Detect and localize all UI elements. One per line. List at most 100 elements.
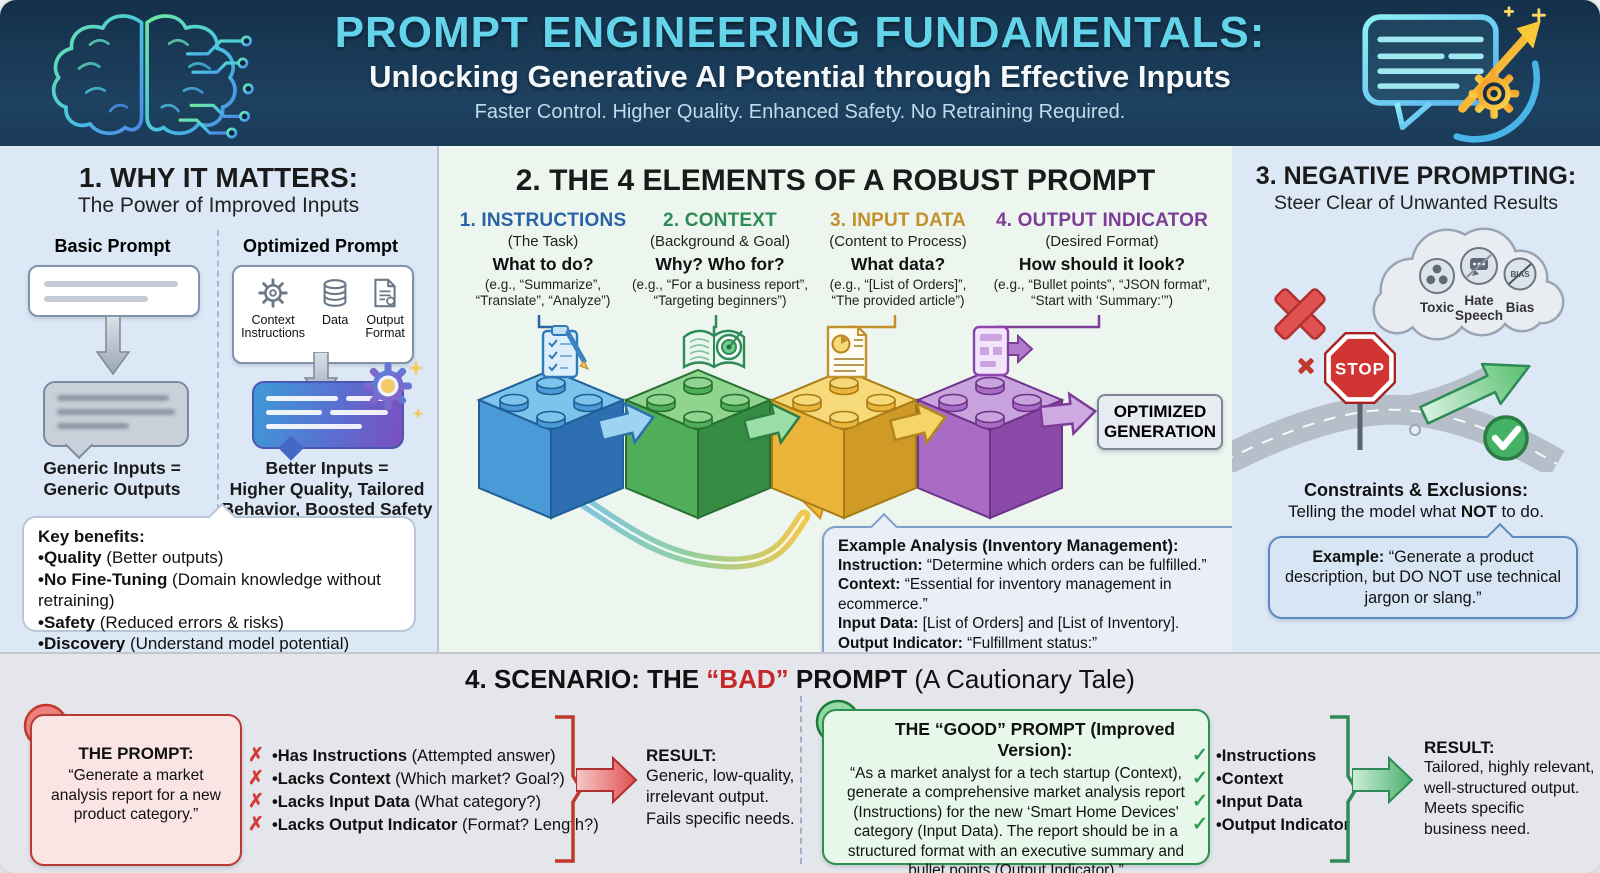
cross-icon: ✗ bbox=[248, 745, 264, 766]
basic-prompt-label: Basic Prompt bbox=[54, 236, 171, 256]
cross-icon: ✗ bbox=[248, 768, 264, 789]
hate-label: Hate bbox=[1464, 293, 1494, 308]
bias-icon: BIAS bbox=[1503, 257, 1537, 291]
chat-gear-growth-icon bbox=[1362, 6, 1546, 143]
document-chart-icon bbox=[826, 325, 868, 379]
bad-check-item: ✗ •Lacks Input Data (What category?) bbox=[248, 791, 541, 812]
example-analysis-box: Example Analysis (Inventory Management):… bbox=[822, 512, 1246, 665]
generic-output-bubble bbox=[43, 381, 189, 460]
why-divider bbox=[217, 230, 219, 510]
cross-icon: ✗ bbox=[248, 791, 264, 812]
benefit-item: •No Fine-Tuning (Domain knowledge withou… bbox=[38, 569, 381, 611]
section-scenario: 4. SCENARIO: THE “BAD” PROMPT (A Caution… bbox=[0, 652, 1600, 873]
good-checklist: ✓ •Instructions ✓ •Context ✓ •Input Data ✓ •… bbox=[1192, 744, 1350, 836]
good-check-item: ✓ •Instructions bbox=[1192, 745, 1317, 766]
section-why-it-matters: 1. WHY IT MATTERS: The Power of Improved… bbox=[0, 146, 439, 653]
good-result: RESULT: Tailored, highly relevant, well-… bbox=[1424, 738, 1595, 838]
benefit-item: •Quality (Better outputs) bbox=[38, 548, 224, 568]
bias-label: Bias bbox=[1506, 300, 1535, 315]
generic-caption: Generic Inputs = Generic Outputs bbox=[43, 458, 181, 499]
red-x-icon bbox=[1274, 288, 1326, 340]
svg-text:STOP: STOP bbox=[1335, 360, 1385, 379]
good-check-item: ✓ •Output Indicator bbox=[1192, 814, 1351, 835]
good-check-item: ✓ •Input Data bbox=[1192, 791, 1303, 812]
scenario-heading: 4. SCENARIO: THE “BAD” PROMPT (A Caution… bbox=[465, 664, 1135, 694]
header-banner: PROMPT ENGINEERING FUNDAMENTALS: Unlocki… bbox=[0, 0, 1600, 149]
small-x-icon bbox=[1298, 358, 1314, 374]
svg-text:Speech: Speech bbox=[1455, 308, 1503, 323]
better-caption: Better Inputs = Higher Quality, Tailored… bbox=[221, 458, 433, 520]
scenario-divider bbox=[800, 696, 802, 864]
negative-prompting-illustration: BIAS Toxic Hate Speech Bias bbox=[1232, 227, 1565, 472]
bad-result: RESULT: Generic, low-quality, irrelevant… bbox=[646, 746, 795, 828]
context-block bbox=[626, 370, 770, 518]
check-icon: ✓ bbox=[1192, 745, 1208, 766]
constraints-subtitle: Telling the model what NOT to do. bbox=[1287, 502, 1545, 521]
basic-prompt-card bbox=[28, 265, 200, 317]
structured-output-icon bbox=[972, 325, 1034, 377]
checklist-pencil-icon bbox=[541, 325, 590, 379]
bad-check-item: ✗ •Lacks Context (Which market? Goal?) bbox=[248, 768, 565, 789]
bad-checklist: ✗ •Has Instructions (Attempted answer) ✗ •… bbox=[248, 744, 599, 836]
lego-blocks-illustration bbox=[479, 315, 1101, 570]
good-check-item: ✓ •Context bbox=[1192, 768, 1284, 789]
component-label: Context Instructions bbox=[241, 313, 305, 341]
book-target-icon bbox=[682, 329, 746, 370]
example-row: Instruction: “Determine which orders can… bbox=[838, 557, 1207, 574]
optimized-generation-box: OPTIMIZED GENERATION bbox=[1097, 394, 1223, 450]
output-indicator-block bbox=[918, 370, 1062, 518]
element-output-indicator: 4. OUTPUT INDICATOR (Desired Format) How… bbox=[993, 210, 1211, 309]
element-instructions: 1. INSTRUCTIONS (The Task) What to do? (… bbox=[459, 210, 627, 309]
good-prompt-box: THE “GOOD” PROMPT (Improved Version): “A… bbox=[822, 709, 1210, 873]
optimized-prompt-label: Optimized Prompt bbox=[242, 236, 398, 256]
hate-speech-icon bbox=[1460, 247, 1498, 285]
check-icon: ✓ bbox=[1192, 768, 1208, 789]
negative-heading: 3. NEGATIVE PROMPTING: bbox=[1255, 162, 1577, 190]
why-subheading: The Power of Improved Inputs bbox=[77, 194, 360, 217]
key-benefits-box: Key benefits: •Quality (Better outputs) … bbox=[22, 502, 416, 653]
green-path-arrow-icon bbox=[1419, 362, 1531, 425]
benefit-item: •Safety (Reduced errors & risks) bbox=[38, 612, 284, 632]
document-gear-icon bbox=[369, 277, 401, 309]
toxic-icon bbox=[1419, 258, 1455, 294]
instructions-block bbox=[479, 370, 623, 518]
bad-prompt-box: THE PROMPT: “Generate a market analysis … bbox=[30, 714, 242, 866]
why-heading: 1. WHY IT MATTERS: bbox=[79, 162, 358, 193]
example-title: Example Analysis (Inventory Management): bbox=[838, 537, 1179, 555]
input-data-block bbox=[772, 370, 916, 518]
toxic-label: Toxic bbox=[1420, 300, 1455, 315]
page-title: PROMPT ENGINEERING FUNDAMENTALS: bbox=[334, 8, 1266, 57]
elements-heading: 2. THE 4 ELEMENTS OF A ROBUST PROMPT bbox=[515, 164, 1156, 197]
harm-cloud-icon bbox=[1372, 227, 1565, 341]
constraints-title: Constraints & Exclusions: bbox=[1303, 480, 1529, 500]
example-row: Input Data: [List of Orders] and [List o… bbox=[838, 615, 1180, 633]
stop-sign-icon: STOP bbox=[1324, 332, 1396, 450]
negative-example-bubble: Example: “Generate a product description… bbox=[1268, 522, 1578, 619]
element-context: 2. CONTEXT (Background & Goal) Why? Who … bbox=[631, 210, 809, 309]
gear-icon bbox=[257, 277, 289, 309]
bad-result-arrow-icon bbox=[576, 755, 638, 805]
down-arrow-icon bbox=[95, 316, 131, 376]
sparkle-gear-icon bbox=[364, 360, 424, 419]
bad-check-item: ✗ •Has Instructions (Attempted answer) bbox=[248, 745, 556, 766]
page-subtitle: Unlocking Generative AI Potential throug… bbox=[369, 59, 1231, 94]
brain-circuit-icon bbox=[51, 14, 254, 139]
element-input-data: 3. INPUT DATA (Content to Process) What … bbox=[829, 210, 967, 309]
component-label: Data bbox=[321, 313, 349, 327]
example-row: Context: “Essential for inventory manage… bbox=[838, 576, 1172, 613]
page-tagline: Faster Control. Higher Quality. Enhanced… bbox=[474, 101, 1126, 123]
good-result-arrow-icon bbox=[1352, 755, 1414, 805]
component-label: Output Format bbox=[365, 313, 405, 341]
database-icon bbox=[319, 277, 351, 309]
cross-icon: ✗ bbox=[248, 814, 264, 835]
check-icon: ✓ bbox=[1192, 814, 1208, 835]
section-negative-prompting: 3. NEGATIVE PROMPTING: Steer Clear of Un… bbox=[1232, 146, 1600, 652]
example-row: Output Indicator: “Fulfillment status:” bbox=[838, 634, 1098, 652]
optimized-prompt-card: Context Instructions Data Output Format bbox=[232, 265, 414, 364]
benefits-title: Key benefits: bbox=[38, 527, 145, 546]
section-four-elements: 2. THE 4 ELEMENTS OF A ROBUST PROMPT 1. … bbox=[439, 146, 1246, 665]
check-icon: ✓ bbox=[1192, 791, 1208, 812]
benefit-item: •Discovery (Understand model potential) bbox=[38, 634, 350, 654]
bad-check-item: ✗ •Lacks Output Indicator (Format? Length… bbox=[248, 814, 599, 835]
